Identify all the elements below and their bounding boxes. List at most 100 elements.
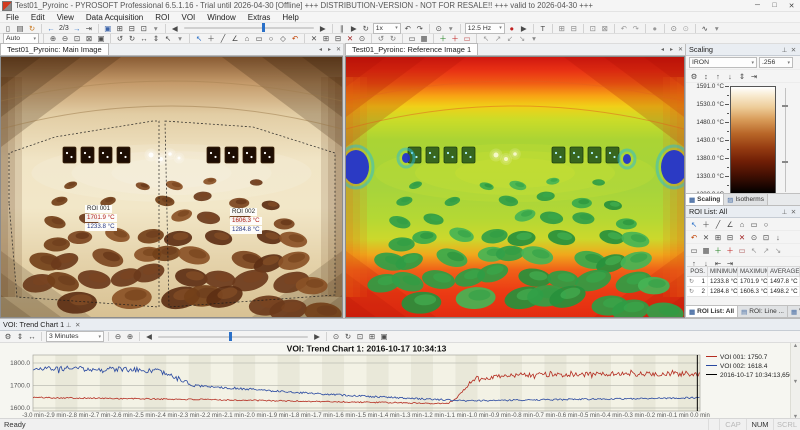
- print-icon[interactable]: ⊟: [128, 23, 135, 33]
- temperature-unit-icon[interactable]: T: [540, 23, 546, 33]
- tab-close-icon[interactable]: ✕: [677, 46, 684, 53]
- flip-horizontal-icon[interactable]: ↔: [140, 34, 148, 43]
- jump-start-icon[interactable]: ↶: [404, 23, 411, 33]
- save-icon[interactable]: ▣: [104, 23, 112, 33]
- expand-range-icon[interactable]: ⇕: [738, 71, 746, 81]
- roi-pin-icon[interactable]: ⊡: [762, 232, 770, 242]
- close-button[interactable]: ✕: [788, 2, 795, 10]
- nav-last-icon[interactable]: ⇥: [85, 23, 92, 33]
- corner-tr-icon[interactable]: ↗: [494, 34, 502, 43]
- roi-cut-icon[interactable]: ✕: [702, 232, 710, 242]
- roi-grid-icon[interactable]: ▦: [702, 245, 710, 255]
- tab-scroll-left-icon[interactable]: ◂: [318, 46, 322, 53]
- slider-thumb[interactable]: [228, 331, 232, 341]
- roi-delete-icon[interactable]: ✕: [738, 232, 746, 242]
- scale-max-handle[interactable]: [782, 105, 788, 107]
- move-up-icon[interactable]: ↑: [692, 258, 696, 268]
- roi-line-icon[interactable]: ╱: [220, 34, 226, 43]
- menu-window[interactable]: Window: [207, 12, 236, 22]
- roi-point-icon[interactable]: ＋: [207, 34, 215, 43]
- scale-min-down-icon[interactable]: ↓: [728, 71, 732, 81]
- roi-rectangle-icon[interactable]: ▭: [255, 34, 263, 43]
- rotate-left-icon[interactable]: ↺: [116, 34, 124, 43]
- roi-row-pos[interactable]: ↻ 2: [687, 287, 708, 297]
- autoscale-icon[interactable]: ↕: [704, 71, 708, 81]
- roi-outline[interactable]: [8, 120, 160, 308]
- roi-undo-icon[interactable]: ↶: [291, 34, 299, 43]
- tab-scroll-left-icon[interactable]: ◂: [660, 46, 664, 53]
- zoom-actual-icon[interactable]: ▣: [97, 34, 105, 43]
- chart-region-icon[interactable]: ⊡: [356, 332, 364, 341]
- pointer-tool-icon[interactable]: ↖: [164, 34, 172, 43]
- copy-image-icon[interactable]: ⊞: [116, 23, 123, 33]
- roi-undo-icon[interactable]: ↶: [690, 232, 698, 242]
- close-icon[interactable]: ✕: [790, 46, 797, 54]
- palette-select[interactable]: IRON ▾: [689, 57, 757, 68]
- corner-br-icon[interactable]: ↘: [774, 245, 782, 255]
- move-bottom-icon[interactable]: ⇥: [726, 258, 734, 268]
- signal-icon[interactable]: ∿: [701, 23, 708, 33]
- menu-file[interactable]: File: [6, 12, 19, 22]
- roi-outline[interactable]: [164, 120, 336, 308]
- chart-scrollbar[interactable]: ▲ ▼ ▼: [790, 343, 800, 420]
- menu-view[interactable]: View: [56, 12, 74, 22]
- roi-ellipse-icon[interactable]: ○: [268, 34, 274, 43]
- export-icon[interactable]: ⊡: [140, 23, 147, 33]
- levels-select[interactable]: .256 ▾: [759, 57, 793, 68]
- roi-paste-icon[interactable]: ⊟: [726, 232, 734, 242]
- roi-save-icon[interactable]: ⊞: [558, 23, 565, 33]
- roi-rectangle-icon[interactable]: ▭: [750, 219, 758, 229]
- open-file-icon[interactable]: ▤: [16, 23, 24, 33]
- chart-reset-icon[interactable]: ↻: [344, 332, 352, 341]
- corner-bl-icon[interactable]: ↙: [506, 34, 514, 43]
- corner-br-icon[interactable]: ↘: [518, 34, 526, 43]
- roi-load-icon[interactable]: ⊟: [570, 23, 577, 33]
- nav-back-icon[interactable]: ←: [47, 23, 55, 33]
- roi-ellipse-icon[interactable]: ○: [763, 219, 769, 229]
- roi-row-pos[interactable]: ↻ 1: [687, 277, 708, 287]
- roi-export-icon[interactable]: ↓: [776, 232, 780, 242]
- corner-tl-icon[interactable]: ↖: [482, 34, 490, 43]
- roi-label-group[interactable]: ROI 001 1701.9 °C 1233.8 °C: [85, 205, 117, 231]
- marker-rect-icon[interactable]: ▭: [463, 34, 471, 43]
- recent-files-icon[interactable]: ↻: [28, 23, 36, 33]
- tab-close-icon[interactable]: ✕: [335, 46, 342, 53]
- roi-row-value[interactable]: 1233.8 °C: [708, 277, 738, 287]
- voi-save-icon[interactable]: ⊡: [589, 23, 596, 33]
- ref-copy-icon[interactable]: ⊙: [670, 23, 677, 33]
- menu-help[interactable]: Help: [282, 12, 299, 22]
- chart-snapshot-icon[interactable]: ⊙: [332, 332, 340, 341]
- chart-save-icon[interactable]: ▣: [380, 332, 388, 341]
- scale-min-handle[interactable]: [782, 161, 788, 163]
- pin-icon[interactable]: ⊥: [65, 321, 72, 329]
- roi-tab-voi-list-all[interactable]: ▦VOI List: All: [787, 306, 800, 317]
- time-scroll-slider[interactable]: [158, 331, 308, 342]
- roi-polygon-icon[interactable]: ⌂: [739, 219, 745, 229]
- scaling-tab-isotherms[interactable]: ▨ Isotherms: [724, 194, 768, 205]
- add-roi-icon[interactable]: ＋: [726, 245, 734, 255]
- chart-settings-icon[interactable]: ⚙: [4, 332, 12, 341]
- snapshot-caret-icon[interactable]: ▾: [448, 23, 453, 33]
- scroll-mid-icon[interactable]: ▼: [792, 378, 799, 385]
- add-voi-icon[interactable]: ＋: [439, 34, 447, 43]
- roi-polyline-icon[interactable]: ∠: [231, 34, 239, 43]
- tab-main-image[interactable]: Test01_Pyroinc: Main Image: [0, 43, 109, 55]
- nav-forward-icon[interactable]: →: [72, 23, 81, 33]
- zoom-out-time-icon[interactable]: ⊖: [114, 332, 122, 341]
- new-document-icon[interactable]: ▯: [5, 23, 11, 33]
- zoom-fit-icon[interactable]: ⊠: [85, 34, 93, 43]
- speed-select[interactable]: 1x ▾: [372, 22, 401, 34]
- roi-find-icon[interactable]: ⊙: [358, 34, 366, 43]
- roi-tab-roi-line-[interactable]: ▤ ROI: Line ...: [738, 306, 788, 317]
- corner-tl-icon[interactable]: ↖: [750, 245, 758, 255]
- slider-thumb[interactable]: [261, 23, 265, 32]
- ref-grid-icon[interactable]: ▦: [420, 34, 428, 43]
- scaling-tab-scaling[interactable]: ▦ Scaling: [686, 194, 725, 205]
- scaling-settings-icon[interactable]: ⚙: [690, 71, 698, 81]
- scroll-down-icon[interactable]: ▼: [792, 414, 799, 420]
- roi-find-icon[interactable]: ⊙: [750, 232, 758, 242]
- roi-import-icon[interactable]: ↺: [377, 34, 385, 43]
- zoom-window-icon[interactable]: ⊡: [73, 34, 81, 43]
- loop-icon[interactable]: ↻: [362, 23, 369, 33]
- roi-polygon-icon[interactable]: ⌂: [244, 34, 250, 43]
